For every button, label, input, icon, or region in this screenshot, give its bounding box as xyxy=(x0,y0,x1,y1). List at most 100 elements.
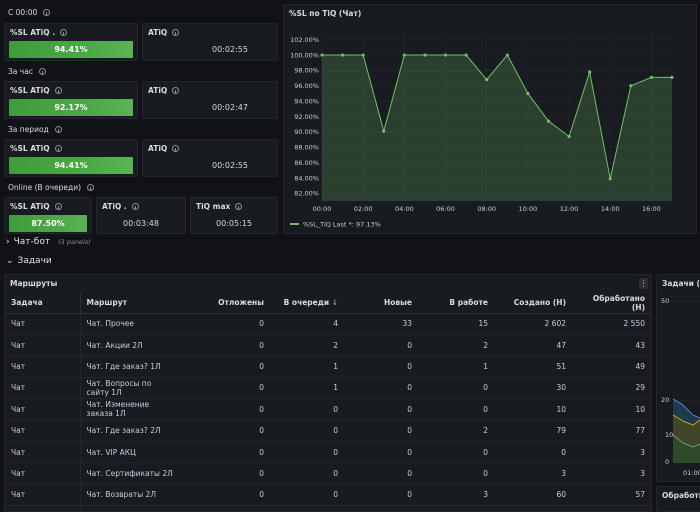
data-point[interactable] xyxy=(320,53,324,57)
info-icon[interactable] xyxy=(235,203,243,210)
table-row[interactable]: Чат Чат. VIP АКЦ 0 0 0 0 0 3 xyxy=(5,441,651,464)
tiq-max-value: 00:05:15 xyxy=(216,219,252,228)
cell-route: Чат. Возвраты 2Л xyxy=(79,484,180,507)
chart-title: %SL по TiQ (Чат) xyxy=(289,9,362,18)
y-tick-label: 94.00% xyxy=(294,97,319,105)
cell-processed: 43 xyxy=(572,334,651,357)
col-work[interactable]: В работе xyxy=(418,293,494,314)
chevron-down-icon: ⌄ xyxy=(6,256,14,266)
cell-processed: 3 xyxy=(572,441,651,464)
cell-work: 1 xyxy=(418,355,494,378)
data-point[interactable] xyxy=(361,53,365,57)
col-processed[interactable]: Обработано (Н) xyxy=(572,293,651,314)
cell-created: 3 xyxy=(494,462,572,485)
data-point[interactable] xyxy=(567,134,571,139)
y-tick-label: 86.00% xyxy=(294,159,319,167)
cell-new: 0 xyxy=(344,462,418,485)
cell-new: 0 xyxy=(344,505,418,511)
cell-work: 0 xyxy=(418,441,494,464)
series-line-green xyxy=(672,434,700,448)
info-icon[interactable] xyxy=(87,184,95,191)
cell-postponed: 0 xyxy=(180,505,270,511)
x-tick-label: 04:00 xyxy=(395,205,414,213)
sl-atiq-online-panel: %SL ATiQ 87.50% xyxy=(4,197,92,234)
info-icon[interactable] xyxy=(172,87,180,94)
data-point[interactable] xyxy=(505,53,509,57)
data-point[interactable] xyxy=(464,53,468,57)
cell-task: Чат xyxy=(5,419,80,442)
data-point[interactable] xyxy=(670,75,674,79)
x-tick-label: 02:00 xyxy=(354,205,373,213)
cell-work: 2 xyxy=(418,334,494,357)
atiq-value: 00:03:48 xyxy=(123,219,159,228)
data-point[interactable] xyxy=(608,177,612,181)
data-point[interactable] xyxy=(629,84,633,88)
table-row[interactable]: Чат Чат. Вопросы по сайту 1Л 0 1 0 0 30 29 xyxy=(5,377,651,400)
info-icon[interactable] xyxy=(54,203,62,210)
info-icon[interactable] xyxy=(172,145,180,152)
info-icon[interactable] xyxy=(54,145,62,152)
col-task[interactable]: Задача xyxy=(5,293,80,314)
data-point[interactable] xyxy=(340,53,345,57)
cell-processed: 49 xyxy=(572,355,651,378)
col-route[interactable]: Маршрут xyxy=(79,293,180,314)
col-new[interactable]: Новые xyxy=(344,293,418,314)
info-icon[interactable] xyxy=(54,126,62,133)
tiq-max-online-panel: TiQ max 00:05:15 xyxy=(190,197,278,234)
y-tick: 50 xyxy=(661,297,669,305)
section-label-online: Online (В очереди) xyxy=(8,183,95,192)
data-point[interactable] xyxy=(649,75,654,79)
x-tick-label: 08:00 xyxy=(477,205,496,213)
atiq-online-panel: ATiQ . 00:03:48 xyxy=(96,197,186,234)
routes-table: Задача Маршрут Отложены В очереди ↓ Новы… xyxy=(5,293,651,511)
table-row[interactable]: Чат Чат. Изменение заказа 1Л 0 0 0 0 10 10 xyxy=(5,398,651,421)
row-tasks[interactable]: ⌄ Задачи xyxy=(6,256,52,266)
tasks-mini-chart[interactable]: 50 20 10 0 01:00 xyxy=(657,275,700,482)
info-icon[interactable] xyxy=(131,203,139,210)
cell-created: 10 xyxy=(494,398,572,421)
cell-new: 0 xyxy=(344,398,418,421)
data-point[interactable] xyxy=(588,70,592,74)
y-tick-label: 88.00% xyxy=(294,144,319,152)
data-point[interactable] xyxy=(526,91,530,96)
legend-label[interactable]: %SL_TiQ Last *: 97.13% xyxy=(303,221,381,229)
y-tick: 0 xyxy=(665,458,669,466)
table-row[interactable]: Чат Чат. Где заказ? 1Л 0 1 0 1 51 49 xyxy=(5,355,651,378)
cell-work: 0 xyxy=(418,398,494,421)
table-row[interactable]: Чат Чат. Прочее 0 4 33 15 2 602 2 550 xyxy=(5,313,651,335)
cell-new: 33 xyxy=(344,313,418,335)
data-point[interactable] xyxy=(382,129,386,133)
info-icon[interactable] xyxy=(54,87,62,94)
sl-tiq-chart[interactable]: 82.00% 84.00% 86.00% 88.00% 90.00% 92.00% 94.0… xyxy=(284,5,698,235)
panel-menu-icon[interactable]: ⋮ xyxy=(639,278,648,289)
table-row[interactable]: Чат Чат. Возвраты 2Л 0 0 0 3 60 57 xyxy=(5,484,651,507)
info-icon[interactable] xyxy=(60,29,68,36)
data-point[interactable] xyxy=(546,119,551,123)
cell-new: 0 xyxy=(344,484,418,507)
cell-work: 2 xyxy=(418,419,494,442)
cell-postponed: 0 xyxy=(180,355,270,378)
col-postponed[interactable]: Отложены xyxy=(180,293,270,314)
table-row[interactable]: Чат Чат. Где заказ? 2Л 0 0 0 2 79 77 xyxy=(5,419,651,442)
info-icon[interactable] xyxy=(43,9,51,16)
data-point[interactable] xyxy=(443,53,448,57)
col-created[interactable]: Создано (Н) xyxy=(494,293,572,314)
info-icon[interactable] xyxy=(172,29,180,36)
x-tick-label: 12:00 xyxy=(560,205,579,213)
cell-work: 2 xyxy=(418,505,494,511)
data-point[interactable] xyxy=(485,78,489,82)
cell-queue: 0 xyxy=(270,441,344,464)
row-chatbot[interactable]: › Чат-бот (3 panels) xyxy=(6,237,91,247)
data-point[interactable] xyxy=(423,53,427,57)
table-row[interactable]: Чат Чат. Сертификаты 2Л 0 0 0 0 3 3 xyxy=(5,462,651,485)
info-icon[interactable] xyxy=(38,68,46,75)
cell-queue: 1 xyxy=(270,377,344,400)
col-queue[interactable]: В очереди ↓ xyxy=(270,293,344,314)
cell-new: 0 xyxy=(344,419,418,442)
series-area xyxy=(322,55,672,201)
table-row[interactable]: Чат Чат. Акции 2Л 0 2 0 2 47 43 xyxy=(5,334,651,357)
cell-route: Чат. Где заказ? 1Л xyxy=(79,355,180,378)
data-point[interactable] xyxy=(402,53,406,57)
cell-new: 0 xyxy=(344,355,418,378)
